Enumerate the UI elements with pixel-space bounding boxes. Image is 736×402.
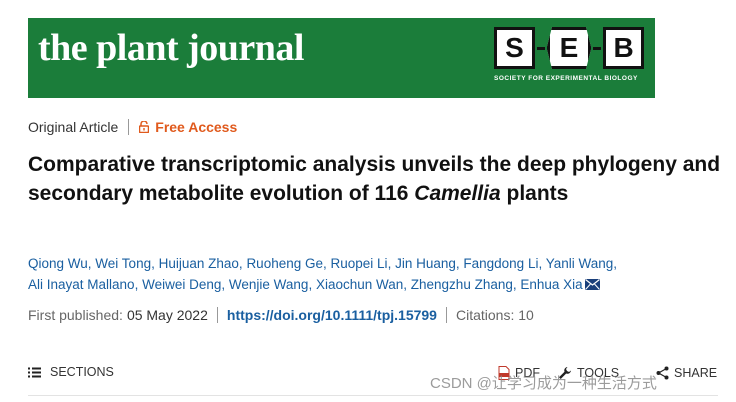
author-link[interactable]: Fangdong Li xyxy=(463,256,539,271)
article-title: Comparative transcriptomic analysis unve… xyxy=(28,150,728,208)
publication-info: First published: 05 May 2022 https://doi… xyxy=(28,307,534,323)
article-type: Original Article xyxy=(28,119,119,135)
list-icon xyxy=(28,367,41,377)
journal-logo: the plant journal xyxy=(38,27,304,69)
author-link[interactable]: Enhua Xia xyxy=(520,277,583,292)
share-button[interactable]: SHARE xyxy=(656,366,717,380)
divider xyxy=(445,307,447,323)
seb-dash xyxy=(536,46,545,50)
pdf-button[interactable]: PDF xyxy=(498,366,540,380)
author-link[interactable]: Wei Tong xyxy=(95,256,152,271)
seb-dash xyxy=(593,46,602,50)
tools-button[interactable]: TOOLS xyxy=(558,366,619,380)
free-access-badge[interactable]: Free Access xyxy=(139,119,237,135)
tools-label: TOOLS xyxy=(577,366,620,380)
author-list: Qiong Wu, Wei Tong, Huijuan Zhao, Ruohen… xyxy=(28,256,618,292)
author-link[interactable]: Xiaochun Wan xyxy=(315,277,404,292)
author-link[interactable]: Yanli Wang xyxy=(545,256,614,271)
toolbar-divider xyxy=(28,395,718,396)
author-link[interactable]: Jin Huang xyxy=(395,256,456,271)
author-link[interactable]: Zhengzhu Zhang xyxy=(410,277,513,292)
author-link[interactable]: Weiwei Deng xyxy=(142,277,222,292)
sections-button[interactable]: SECTIONS xyxy=(28,365,114,379)
author-link[interactable]: Ruopei Li xyxy=(330,256,388,271)
unlock-icon xyxy=(139,121,150,133)
first-published-label: First published: xyxy=(28,307,123,323)
author-link[interactable]: Wenjie Wang xyxy=(228,277,309,292)
share-icon xyxy=(656,366,669,380)
doi-link[interactable]: https://doi.org/10.1111/tpj.15799 xyxy=(226,307,437,323)
seb-letters: S E B xyxy=(494,27,644,69)
seb-logo: S E B SOCIETY FOR EXPERIMENTAL BIOLOGY xyxy=(494,27,644,87)
author-link[interactable]: Ali Inayat Mallano xyxy=(28,277,135,292)
divider xyxy=(128,119,130,135)
title-genus: Camellia xyxy=(414,182,501,205)
author-link[interactable]: Huijuan Zhao xyxy=(158,256,239,271)
first-published-date: 05 May 2022 xyxy=(126,307,208,323)
title-text: Comparative transcriptomic analysis unve… xyxy=(28,153,721,205)
author-link[interactable]: Qiong Wu xyxy=(28,256,88,271)
seb-letter-b: B xyxy=(603,27,644,69)
title-text-end: plants xyxy=(500,182,569,205)
free-access-label: Free Access xyxy=(155,119,238,135)
seb-caption: SOCIETY FOR EXPERIMENTAL BIOLOGY xyxy=(494,75,638,82)
watermark: CSDN @让学习成为一种生活方式 xyxy=(430,375,657,392)
seb-letter-s: S xyxy=(494,27,535,69)
citations-count[interactable]: Citations: 10 xyxy=(455,307,534,323)
email-icon[interactable] xyxy=(584,279,600,290)
article-meta: Original Article Free Access xyxy=(28,119,237,135)
pdf-label: PDF xyxy=(515,366,540,380)
seb-letter-e: E xyxy=(546,27,592,69)
share-label: SHARE xyxy=(674,366,718,380)
wrench-icon xyxy=(559,367,571,379)
pdf-icon xyxy=(498,366,510,380)
author-link[interactable]: Ruoheng Ge xyxy=(246,256,323,271)
divider xyxy=(216,307,218,323)
journal-banner[interactable]: the plant journal S E B SOCIETY FOR EXPE… xyxy=(28,18,655,98)
sections-label: SECTIONS xyxy=(50,365,114,379)
